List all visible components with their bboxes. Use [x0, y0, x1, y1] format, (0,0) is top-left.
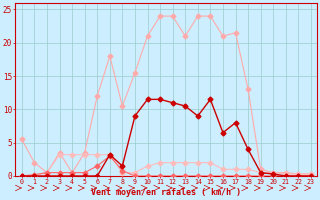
X-axis label: Vent moyen/en rafales ( km/h ): Vent moyen/en rafales ( km/h )	[92, 188, 241, 197]
